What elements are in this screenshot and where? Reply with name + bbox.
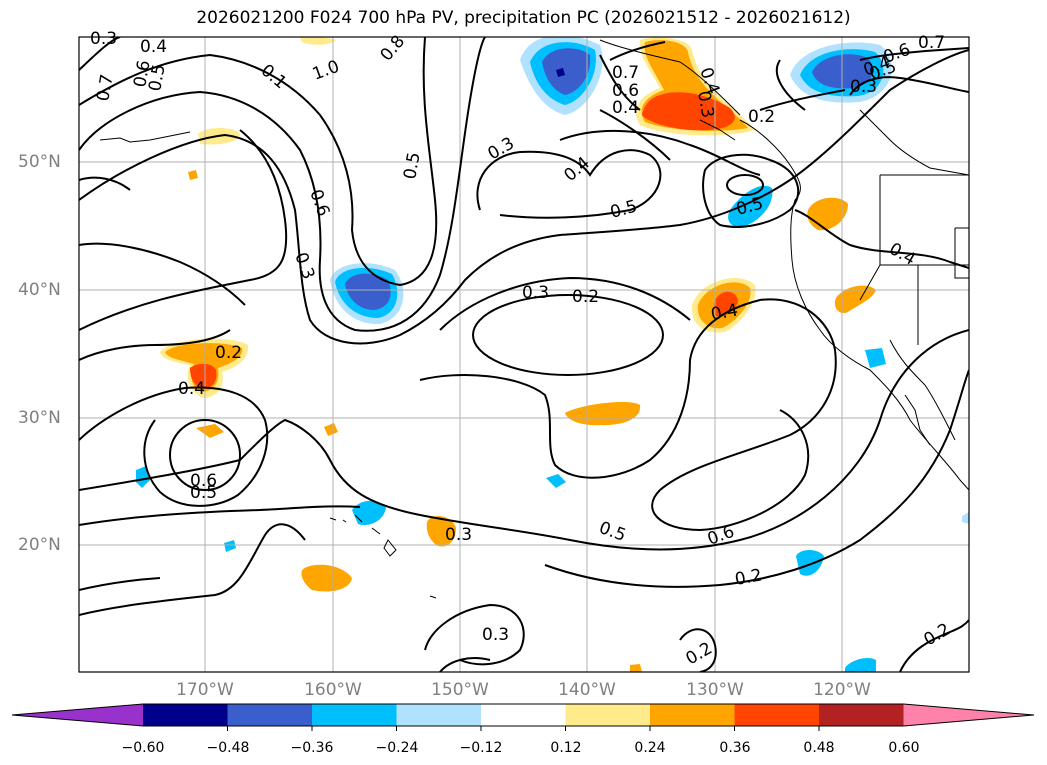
contour-label: 0.5 — [190, 483, 217, 503]
coastlines — [99, 39, 969, 599]
lon-label-120w: 120°W — [813, 680, 871, 700]
contour-label: 0.6 — [612, 81, 639, 101]
neg-anomaly-small-7 — [962, 512, 969, 524]
contour-label: 0.4 — [560, 153, 594, 186]
contour-label: 0.1 — [257, 61, 291, 94]
contour-label: 0.7 — [612, 63, 639, 83]
contour-label: 0.4 — [709, 301, 739, 325]
contour-label: 0.2 — [748, 107, 775, 127]
contour-label: 0.6 — [305, 187, 333, 219]
contour-label: 0.3 — [445, 525, 472, 545]
contour-label: 0.4 — [140, 37, 167, 57]
colorbar-segment — [396, 704, 482, 726]
contour-label: 0.7 — [93, 73, 117, 103]
pos-anomaly-east-40n — [691, 277, 756, 333]
colorbar-segment — [650, 704, 735, 726]
colorbar-tick: 0.48 — [803, 740, 835, 756]
contour-label: 0.2 — [683, 638, 716, 669]
colorbar-tick: 0.60 — [888, 740, 920, 756]
pos-anomaly-small-1 — [196, 424, 224, 438]
contour-label: 0.3 — [290, 250, 318, 282]
colorbar-tick: −0.36 — [290, 740, 334, 756]
contour-label: 0.3 — [90, 29, 117, 49]
map-title: 2026021200 F024 700 hPa PV, precipitatio… — [196, 8, 851, 28]
pos-anomaly-west-30n — [160, 338, 249, 398]
neg-anomaly-small-3 — [865, 348, 886, 368]
contour-label: 0.4 — [612, 98, 639, 118]
colorbar-segment — [565, 704, 651, 726]
contour-label: 1.0 — [310, 57, 342, 85]
pos-anomaly-small-3 — [188, 170, 198, 180]
neg-anomaly-small-4 — [796, 550, 824, 576]
colorbar-tick: −0.24 — [375, 740, 419, 756]
pos-anomaly-central-30n — [565, 401, 641, 426]
pos-anomaly-oregon — [807, 197, 848, 231]
colorbar — [11, 703, 1035, 731]
colorbar-tick: 0.12 — [550, 740, 582, 756]
contour-label: 0.4 — [178, 379, 205, 399]
lat-label-30n: 30°N — [18, 408, 61, 428]
lon-label-140w: 140°W — [558, 680, 616, 700]
contour-label: 0.6 — [190, 471, 217, 491]
contour-label: 0.7 — [918, 33, 945, 53]
contour-label: 0.3 — [485, 133, 518, 164]
colorbar-extend-high — [903, 704, 1034, 726]
neg-anomaly-hawaii — [352, 500, 386, 526]
colorbar-tick: −0.12 — [459, 740, 503, 756]
neg-anomaly-central — [330, 263, 404, 325]
pos-anomaly-small-5 — [300, 37, 336, 45]
contour-label: 0.5 — [608, 197, 639, 223]
colorbar-segment — [481, 704, 566, 726]
contour-label: 0.5 — [400, 151, 424, 181]
contour-label: 0.2 — [572, 287, 599, 307]
colorbar-extend-low — [12, 704, 143, 726]
pos-anomaly-south-1 — [301, 564, 352, 592]
neg-anomaly-small-5 — [845, 657, 876, 672]
contour-label: 0.5 — [596, 518, 628, 546]
contour-label: 0.3 — [482, 625, 509, 645]
colorbar-tick: −0.48 — [206, 740, 250, 756]
pos-anomaly-hawaii — [426, 516, 456, 547]
pos-anomaly-small-4 — [630, 664, 642, 672]
contour-label: 0.3 — [693, 89, 717, 119]
pos-anomaly-gulf-alaska — [636, 37, 755, 136]
colorbar-segment — [227, 704, 313, 726]
pos-anomaly-small-2 — [324, 423, 338, 436]
contour-label: 0.6 — [130, 59, 154, 89]
neg-anomaly-small-2 — [546, 474, 566, 488]
colorbar-segment — [819, 704, 904, 726]
colorbar-tick: 0.24 — [634, 740, 666, 756]
colorbar-segment — [734, 704, 820, 726]
lon-label-160w: 160°W — [304, 680, 362, 700]
colorbar-outline — [11, 703, 1035, 727]
colorbar-segment — [312, 704, 397, 726]
neg-anomaly-small-6 — [224, 540, 236, 552]
lat-label-50n: 50°N — [18, 152, 61, 172]
lon-label-150w: 150°W — [431, 680, 489, 700]
lon-label-130w: 130°W — [686, 680, 744, 700]
contour-labels: 0.3 0.40.7 0.60.5 0.1 1.00.80.30.60.50.30.40… — [90, 29, 954, 669]
contour-label: 0.2 — [215, 343, 242, 363]
contour-label: 0.2 — [921, 619, 954, 650]
contour-label: 0.5 — [145, 63, 169, 93]
contour-label: 0.3 — [522, 283, 549, 303]
colorbar-tick: −0.60 — [121, 740, 165, 756]
lon-label-170w: 170°W — [176, 680, 234, 700]
pos-anomaly-california — [834, 285, 876, 314]
contour-label: 0.2 — [733, 566, 763, 590]
pv-contours — [79, 37, 969, 672]
contour-label: 0.3 — [850, 77, 877, 97]
lat-label-40n: 40°N — [18, 280, 61, 300]
colorbar-tick: 0.36 — [719, 740, 751, 756]
lat-label-20n: 20°N — [18, 535, 61, 555]
colorbar-segment — [143, 704, 228, 726]
map-frame — [78, 36, 970, 673]
neg-anomaly-north — [520, 37, 603, 115]
neg-anomaly-small-1 — [136, 466, 150, 488]
